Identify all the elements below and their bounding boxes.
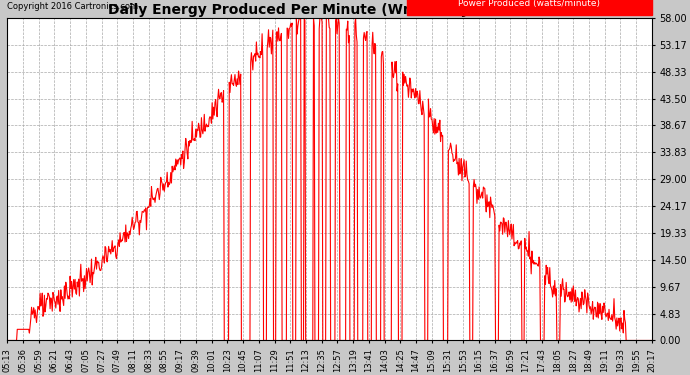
Text: Power Produced (watts/minute): Power Produced (watts/minute): [458, 0, 600, 8]
Bar: [407, 0, 652, 15]
Title: Daily Energy Produced Per Minute (Wm) Thu Jun 2 20:23: Daily Energy Produced Per Minute (Wm) Th…: [108, 3, 551, 17]
Text: Copyright 2016 Cartronics.com: Copyright 2016 Cartronics.com: [8, 3, 139, 12]
